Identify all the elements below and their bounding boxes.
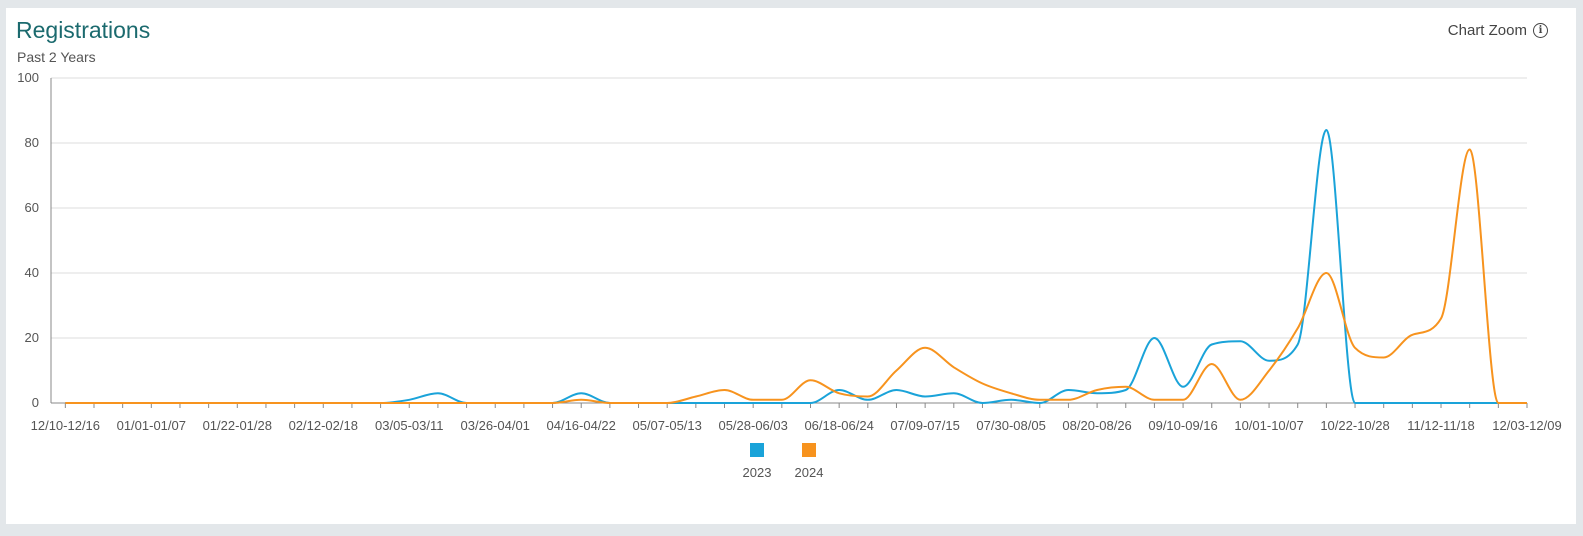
y-tick-label: 80 (25, 135, 39, 150)
x-tick-label: 01/01-01/07 (117, 418, 186, 433)
y-tick-label: 40 (25, 265, 39, 280)
legend-swatch-2023[interactable] (750, 443, 764, 457)
chart-title: Registrations (16, 17, 151, 43)
series-line-2023 (65, 129, 1527, 404)
x-tick-label: 06/18-06/24 (804, 418, 873, 433)
x-tick-label: 09/10-09/16 (1148, 418, 1217, 433)
x-tick-label: 12/03-12/09 (1492, 418, 1561, 433)
chart-zoom-label: Chart Zoom (1447, 22, 1527, 39)
y-tick-label: 0 (32, 395, 39, 410)
x-tick-label: 05/28-06/03 (718, 418, 787, 433)
chart-card: Registrations Past 2 Years Chart Zoom i (6, 8, 1576, 524)
x-tick-label: 05/07-05/13 (632, 418, 701, 433)
chart-subtitle: Past 2 Years (17, 49, 96, 65)
x-tick-label: 08/20-08/26 (1062, 418, 1131, 433)
legend-label-2023: 2023 (743, 465, 772, 480)
info-icon[interactable]: i (1533, 23, 1548, 38)
x-tick-label: 02/12-02/18 (289, 418, 358, 433)
series-line-2024 (65, 148, 1527, 404)
x-tick-label: 03/26-04/01 (461, 418, 530, 433)
x-tick-label: 03/05-03/11 (375, 418, 443, 433)
y-tick-label: 20 (25, 330, 39, 345)
legend-label-2024: 2024 (795, 465, 824, 480)
chart-zoom-button[interactable]: Chart Zoom i (1448, 22, 1548, 39)
x-tick-label: 10/01-10/07 (1234, 418, 1303, 433)
x-tick-label: 04/16-04/22 (547, 418, 616, 433)
x-tick-label: 11/12-11/18 (1407, 418, 1474, 433)
y-tick-label: 100 (17, 70, 39, 85)
x-tick-label: 10/22-10/28 (1320, 418, 1389, 433)
legend-swatch-2024[interactable] (802, 443, 816, 457)
x-tick-label: 07/09-07/15 (890, 418, 959, 433)
x-tick-label: 07/30-08/05 (976, 418, 1045, 433)
x-tick-label: 12/10-12/16 (31, 418, 100, 433)
y-tick-label: 60 (25, 200, 39, 215)
x-tick-label: 01/22-01/28 (203, 418, 272, 433)
